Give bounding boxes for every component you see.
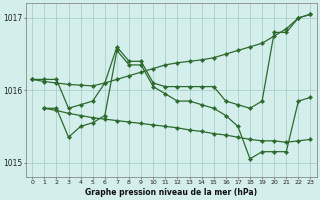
X-axis label: Graphe pression niveau de la mer (hPa): Graphe pression niveau de la mer (hPa) [85, 188, 257, 197]
